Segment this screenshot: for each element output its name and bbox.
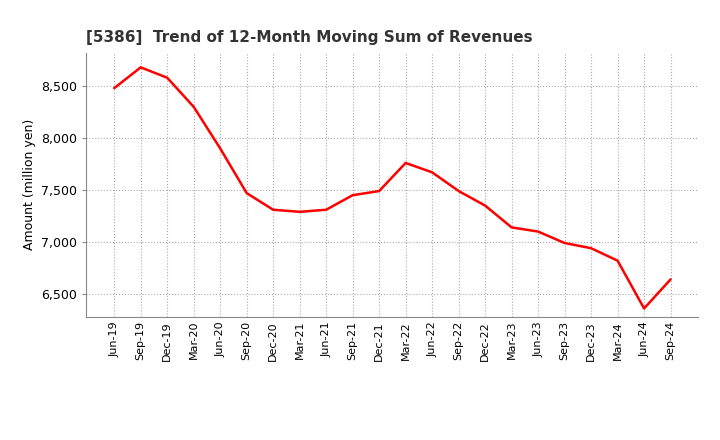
Y-axis label: Amount (million yen): Amount (million yen) [23,119,36,250]
Text: [5386]  Trend of 12-Month Moving Sum of Revenues: [5386] Trend of 12-Month Moving Sum of R… [86,29,533,45]
